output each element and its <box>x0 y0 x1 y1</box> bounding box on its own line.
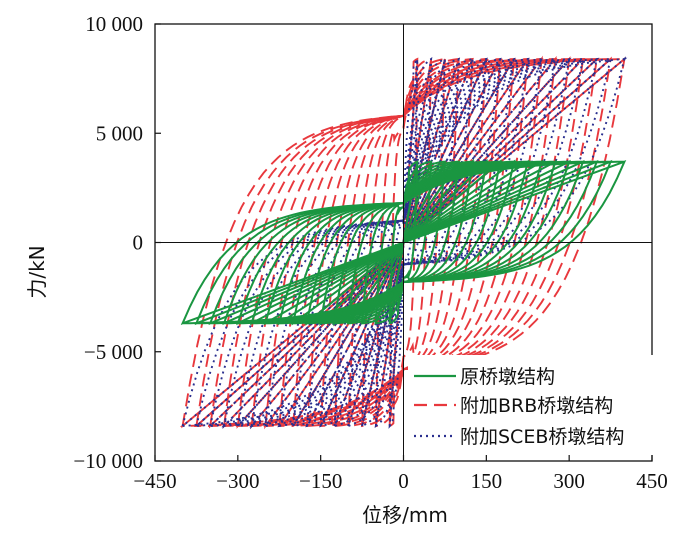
x-tick-label: 300 <box>553 469 585 493</box>
series-0-loops <box>180 158 627 327</box>
x-tick-label: −300 <box>216 469 259 493</box>
loop-2-10 <box>249 55 558 430</box>
loop-0-15 <box>180 159 627 326</box>
loop-2-2 <box>360 57 447 428</box>
legend-label-brb: 附加BRB桥墩结构 <box>460 395 613 417</box>
loop-2-14 <box>193 56 614 429</box>
loop-2-7 <box>291 57 516 428</box>
x-tick-label: 150 <box>471 469 503 493</box>
loop-2-13 <box>207 56 600 429</box>
loop-2-0 <box>388 56 419 429</box>
legend-label-original: 原桥墩结构 <box>460 366 555 388</box>
x-tick-label: −450 <box>133 469 176 493</box>
loop-2-11 <box>235 55 572 430</box>
loop-0-2 <box>360 160 447 325</box>
loop-0-1 <box>374 160 433 325</box>
x-tick-label: 0 <box>398 469 409 493</box>
ticks-layer: −450 −300 −150 0 150 300 450 −10 000 −5 000 0 5 00… <box>73 12 667 493</box>
y-tick-label: 10 000 <box>85 12 143 36</box>
x-tick-label: 450 <box>636 469 668 493</box>
elastic-branch-2 <box>392 111 415 374</box>
legend-label-sceb: 附加SCEB桥墩结构 <box>460 426 624 448</box>
y-tick-label: −5 000 <box>84 340 143 364</box>
y-tick-label: −10 000 <box>73 449 143 473</box>
loop-2-12 <box>221 56 586 429</box>
loop-0-3 <box>346 160 461 325</box>
loop-2-15 <box>179 56 628 429</box>
x-tick-label: −150 <box>299 469 342 493</box>
y-tick-label: 5 000 <box>96 121 143 145</box>
loop-0-0 <box>388 160 419 325</box>
loop-2-8 <box>277 57 530 428</box>
legend: 原桥墩结构 附加BRB桥墩结构 附加SCEB桥墩结构 <box>408 355 658 455</box>
y-axis-title: 力/kN <box>25 245 49 298</box>
x-axis-title: 位移/mm <box>362 503 448 527</box>
legend-background <box>408 355 658 455</box>
y-tick-label: 0 <box>133 231 144 255</box>
loop-2-4 <box>332 57 475 428</box>
loop-2-6 <box>305 57 502 428</box>
